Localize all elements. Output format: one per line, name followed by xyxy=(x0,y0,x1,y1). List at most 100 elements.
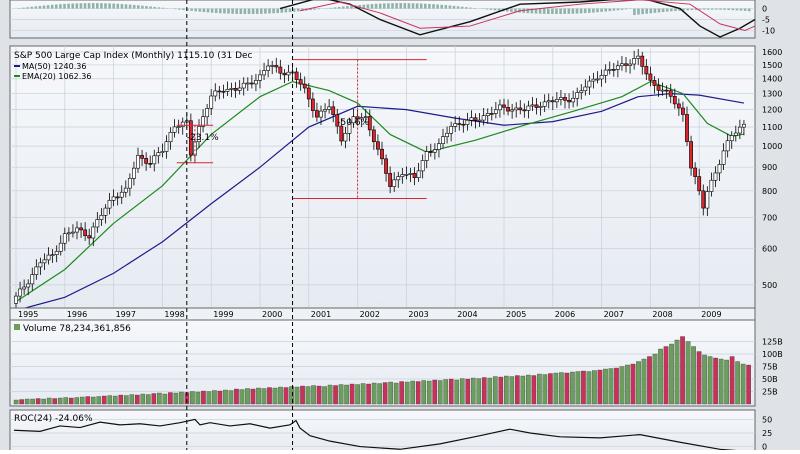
volume-bar xyxy=(515,376,519,405)
macd-hist-bar xyxy=(379,4,382,9)
candle-up xyxy=(417,171,420,178)
macd-hist-bar xyxy=(551,9,554,14)
candle-up xyxy=(478,120,481,121)
volume-bar xyxy=(548,374,552,405)
macd-hist-bar xyxy=(723,9,726,10)
candle-up xyxy=(437,144,440,150)
volume-bar xyxy=(658,349,662,404)
macd-hist-bar xyxy=(22,8,25,9)
x-tick-label: 2000 xyxy=(262,310,282,319)
candle-up xyxy=(92,227,95,238)
macd-hist-bar xyxy=(256,9,259,14)
candle-down xyxy=(116,197,119,198)
volume-bar xyxy=(141,394,145,404)
candle-up xyxy=(421,160,424,170)
candle-up xyxy=(393,180,396,187)
candle-up xyxy=(96,220,99,227)
volume-bar xyxy=(532,376,536,405)
candle-up xyxy=(742,124,745,127)
macd-hist-bar xyxy=(440,5,443,9)
volume-bar xyxy=(669,344,673,404)
macd-hist-bar xyxy=(572,9,575,14)
volume-bar xyxy=(433,380,437,404)
candle-down xyxy=(279,67,282,73)
candle-down xyxy=(624,64,627,66)
macd-hist-bar xyxy=(194,9,197,12)
volume-bar xyxy=(449,379,453,404)
candle-down xyxy=(275,65,278,67)
candle-up xyxy=(104,208,107,215)
volume-bar xyxy=(31,399,35,404)
candle-up xyxy=(120,192,123,197)
macd-hist-bar xyxy=(600,9,603,12)
candle-up xyxy=(637,56,640,58)
price-title: S&P 500 Large Cap Index (Monthly) 1115.1… xyxy=(14,51,253,61)
volume-bar xyxy=(366,384,370,404)
x-tick-label: 1996 xyxy=(67,310,87,319)
candle-down xyxy=(490,113,493,114)
candle-up xyxy=(531,105,534,106)
candle-down xyxy=(376,142,379,149)
macd-hist-bar xyxy=(424,4,427,9)
candle-up xyxy=(59,243,62,251)
volume-bar xyxy=(438,381,442,405)
candle-down xyxy=(657,85,660,90)
candle-down xyxy=(641,56,644,66)
macd-hist-bar xyxy=(141,6,144,9)
candle-up xyxy=(726,141,729,151)
volume-bar xyxy=(75,398,79,405)
candle-down xyxy=(535,105,538,108)
volume-bar xyxy=(322,387,326,405)
roc-label: ROC(24) -24.06% xyxy=(14,414,93,424)
candle-up xyxy=(71,232,74,233)
candle-down xyxy=(649,74,652,80)
macd-hist-bar xyxy=(199,9,202,12)
candle-down xyxy=(384,159,387,174)
macd-hist-bar xyxy=(35,6,38,8)
candle-up xyxy=(271,65,274,66)
volume-bar xyxy=(400,382,404,405)
candle-down xyxy=(681,108,684,114)
candle-down xyxy=(140,155,143,158)
volume-bar xyxy=(389,382,393,404)
volume-legend-swatch xyxy=(14,324,20,330)
candle-up xyxy=(559,97,562,99)
macd-hist-bar xyxy=(227,9,230,14)
volume-bar xyxy=(212,391,216,405)
macd-hist-bar xyxy=(281,9,284,13)
candle-up xyxy=(494,110,497,114)
macd-hist-bar xyxy=(674,9,677,11)
volume-bar xyxy=(587,372,591,405)
candle-up xyxy=(576,93,579,99)
macd-hist-bar xyxy=(596,9,599,13)
macd-hist-bar xyxy=(604,9,607,12)
candle-up xyxy=(124,188,127,192)
macd-hist-bar xyxy=(412,3,415,8)
candle-down xyxy=(145,158,148,163)
macd-hist-bar xyxy=(637,9,640,15)
macd-hist-bar xyxy=(51,5,54,9)
macd-hist-bar xyxy=(137,5,140,8)
candle-down xyxy=(303,84,306,88)
volume-bar xyxy=(201,391,205,404)
macd-ytick-label: 0 xyxy=(762,5,767,14)
volume-bar xyxy=(267,388,271,405)
macd-hist-bar xyxy=(219,9,222,14)
volume-bar xyxy=(102,396,106,404)
candle-up xyxy=(466,120,469,124)
volume-bar xyxy=(355,385,359,405)
candle-down xyxy=(502,105,505,107)
roc-ytick-label: 50 xyxy=(762,415,772,424)
x-tick-label: 1995 xyxy=(18,310,38,319)
macd-hist-bar xyxy=(404,3,407,8)
macd-hist-bar xyxy=(391,3,394,8)
volume-bar xyxy=(488,378,492,404)
candle-up xyxy=(722,151,725,165)
candle-down xyxy=(389,173,392,186)
volume-bar xyxy=(146,395,150,405)
volume-bar xyxy=(119,395,123,404)
price-ytick-label: 500 xyxy=(762,281,777,290)
volume-bar xyxy=(207,392,211,405)
candle-up xyxy=(323,109,326,111)
volume-bar xyxy=(460,379,464,405)
